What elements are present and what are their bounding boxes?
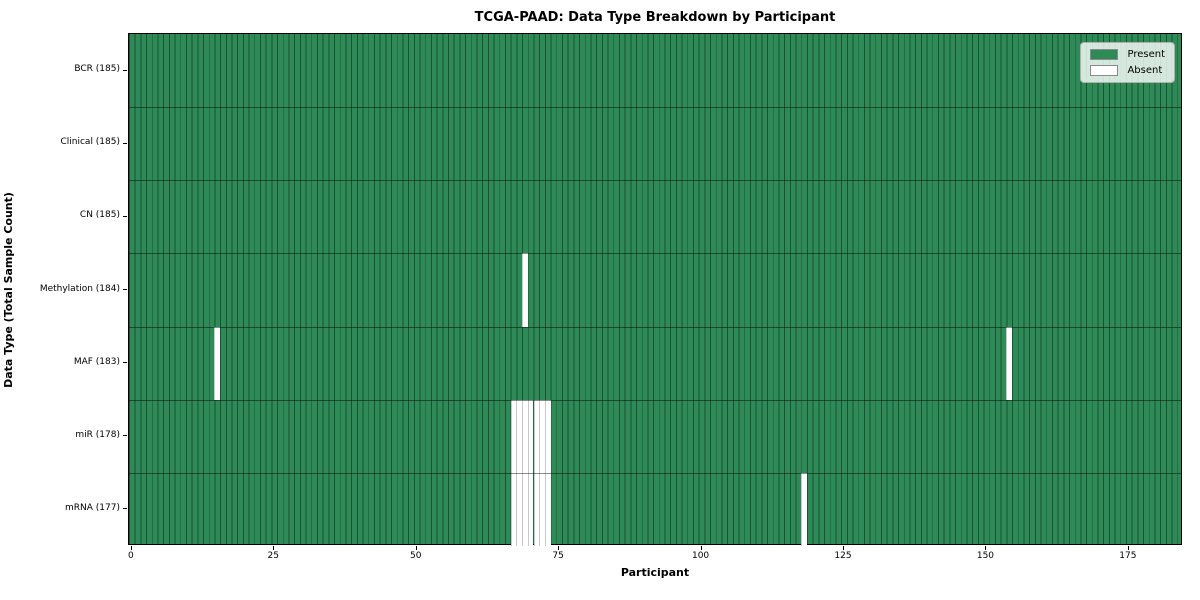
row-boundary-line (129, 253, 1181, 255)
x-tick-label-75: 75 (552, 551, 564, 561)
absent-cell-miR-67 (510, 399, 517, 473)
absent-cell-mRNA-73 (544, 472, 551, 546)
x-tick-mark (415, 546, 417, 550)
legend-swatch-absent (1090, 65, 1119, 76)
absent-cell-mRNA-69 (522, 472, 528, 546)
y-tick-label-MAF: MAF (183) (73, 356, 120, 367)
x-tick-label-150: 150 (976, 551, 995, 561)
absent-cell-mRNA-67 (510, 472, 517, 546)
y-tick-label-Clinical: Clinical (185) (60, 137, 120, 148)
y-tick-mark (123, 142, 127, 144)
x-tick-label-175: 175 (1119, 551, 1137, 561)
y-tick-mark (123, 508, 127, 510)
x-tick-mark (558, 546, 560, 550)
row-boundary-line (129, 107, 1181, 109)
absent-cell-MAF-154 (1006, 326, 1013, 400)
absent-cell-mRNA-118 (801, 472, 807, 546)
y-axis-label: Data Type (Total Sample Count) (2, 192, 15, 388)
absent-cell-MAF-15 (214, 326, 221, 400)
chart-title: TCGA-PAAD: Data Type Breakdown by Partic… (474, 10, 836, 25)
legend-item-present: Present (1090, 49, 1165, 60)
y-tick-mark (123, 435, 127, 437)
y-tick-label-BCR: BCR (185) (74, 64, 120, 75)
y-tick-label-Methylation: Methylation (184) (39, 283, 120, 294)
absent-cell-mRNA-72 (539, 472, 545, 546)
x-tick-label-25: 25 (267, 551, 279, 561)
row-boundary-line (129, 326, 1181, 328)
legend: Present Absent (1080, 42, 1175, 83)
x-tick-mark (843, 546, 844, 550)
x-axis-label: Participant (620, 566, 690, 579)
absent-cell-mRNA-68 (516, 472, 523, 546)
x-tick-mark (273, 546, 275, 550)
y-tick-label-miR: miR (178) (75, 429, 120, 440)
absent-cell-miR-72 (539, 399, 545, 473)
plot-area: Present Absent (128, 33, 1182, 546)
absent-cell-miR-68 (516, 399, 523, 473)
absent-cell-miR-71 (533, 399, 540, 473)
absent-cell-mRNA-70 (527, 472, 534, 546)
x-tick-label-125: 125 (834, 551, 852, 561)
y-tick-mark (123, 69, 127, 71)
x-tick-label-50: 50 (409, 551, 422, 561)
row-boundary-line (129, 472, 1181, 474)
absent-cell-mRNA-71 (533, 472, 540, 546)
y-tick-mark (123, 362, 127, 364)
absent-cell-miR-70 (527, 399, 534, 473)
y-tick-mark (123, 289, 127, 290)
absent-cell-miR-73 (544, 399, 551, 473)
x-tick-mark (985, 546, 987, 550)
x-tick-mark (130, 546, 132, 550)
legend-item-absent: Absent (1090, 65, 1165, 76)
x-tick-mark (700, 546, 702, 550)
legend-label: Present (1127, 49, 1165, 60)
row-boundary-line (129, 399, 1181, 401)
legend-swatch-present (1090, 49, 1119, 60)
y-tick-label-CN: CN (185) (79, 210, 120, 221)
y-tick-label-mRNA: mRNA (177) (65, 502, 120, 513)
y-tick-mark (123, 215, 127, 217)
row-boundary-line (129, 180, 1181, 182)
legend-label: Absent (1127, 65, 1163, 76)
absent-cell-Methylation-69 (522, 253, 528, 327)
x-tick-label-100: 100 (691, 551, 710, 561)
x-tick-mark (1127, 546, 1129, 550)
absent-cell-miR-69 (522, 399, 528, 473)
x-tick-label-0: 0 (127, 551, 134, 561)
